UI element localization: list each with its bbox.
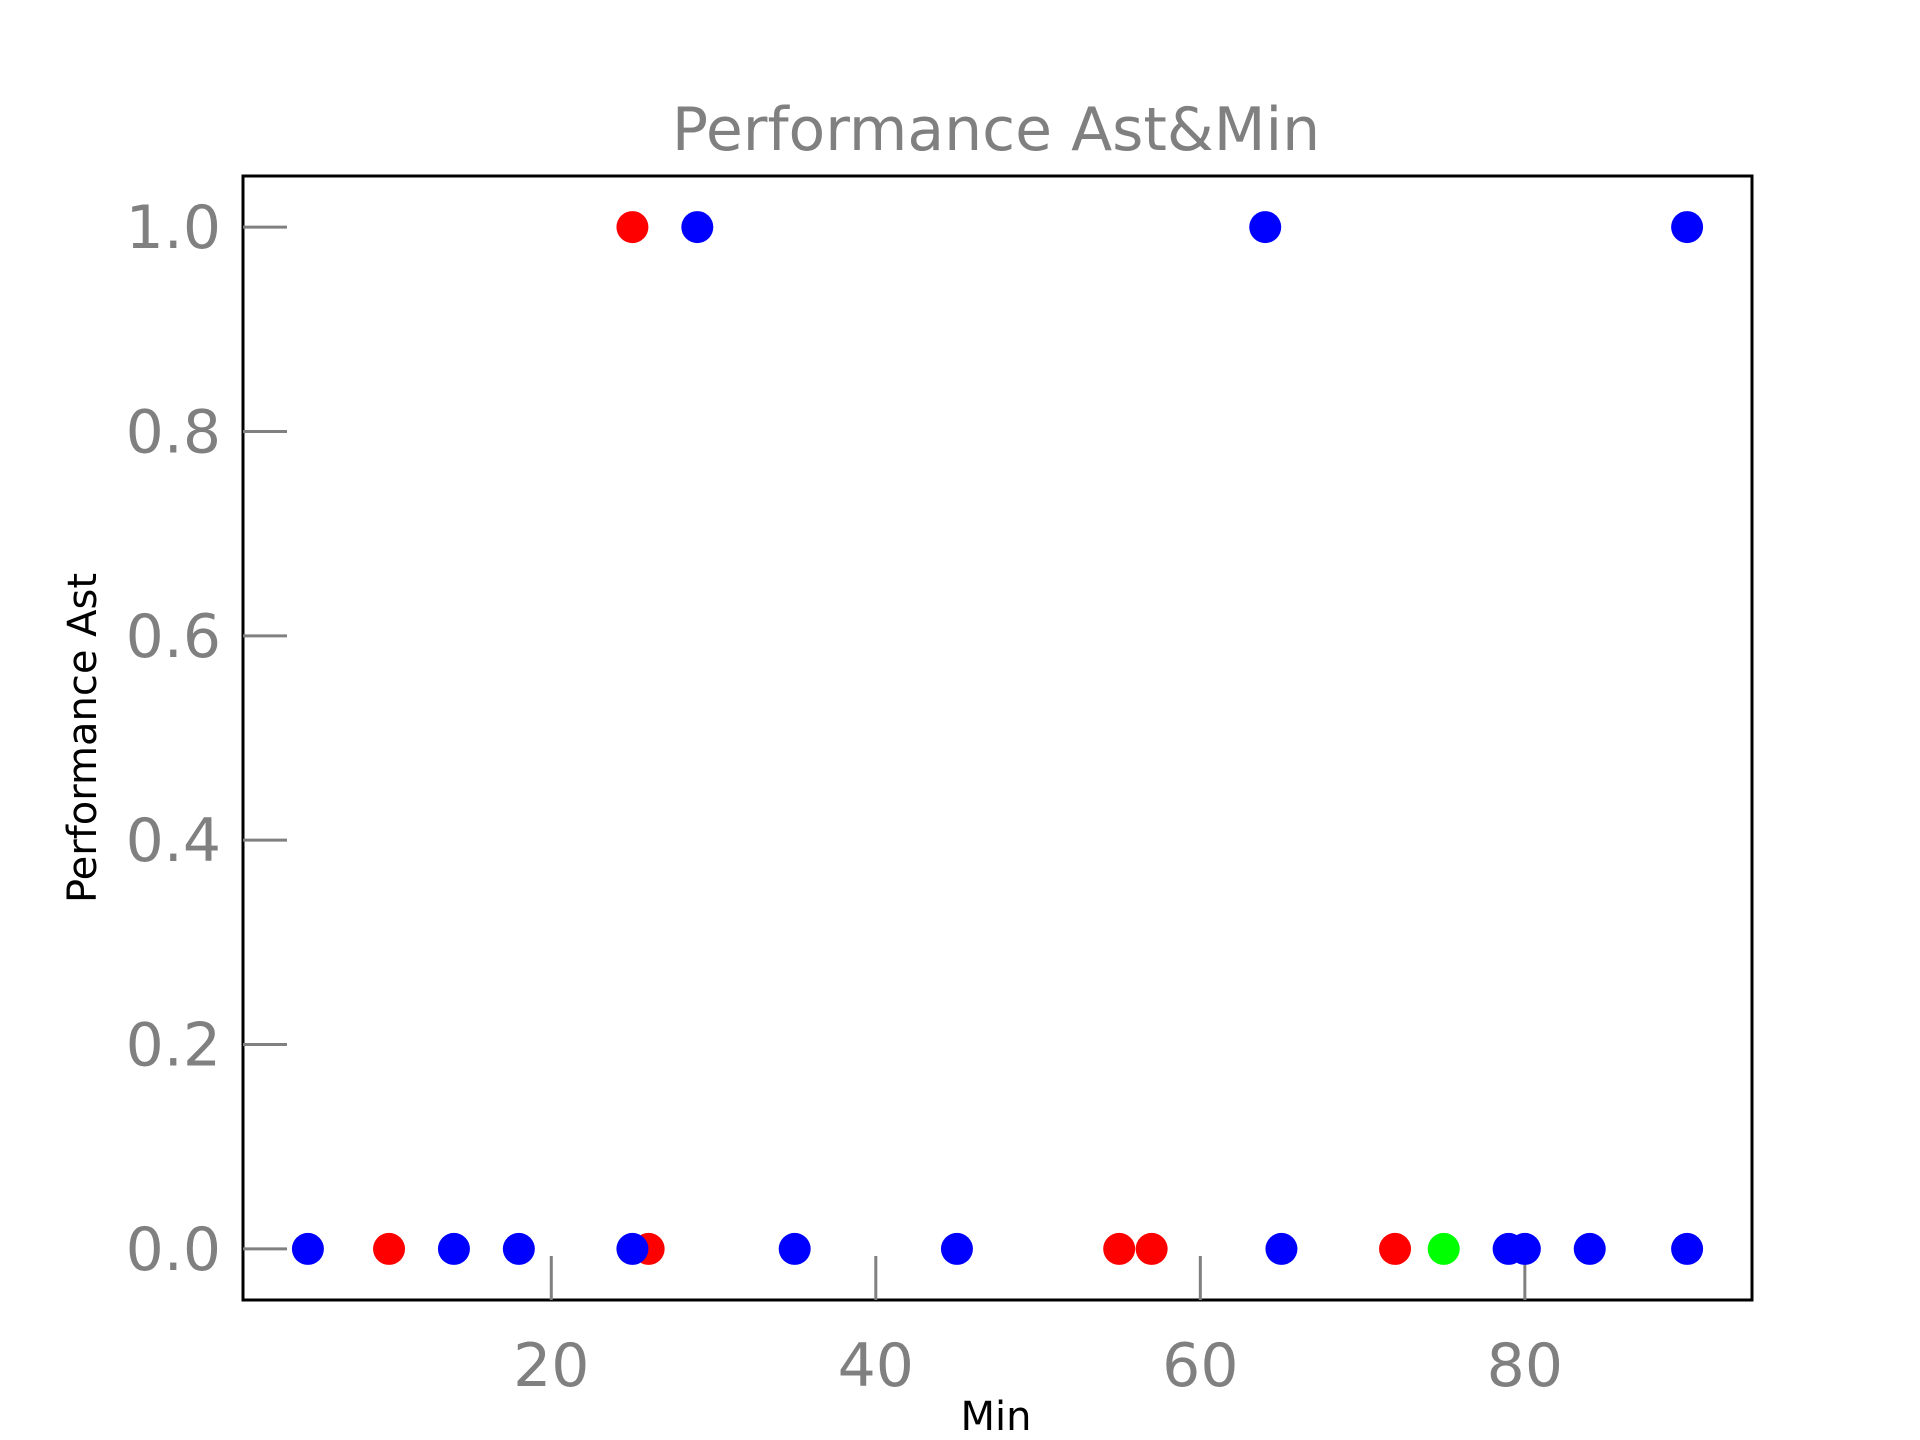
- x-tick-label: 80: [1487, 1331, 1563, 1401]
- data-point: [940, 1232, 973, 1265]
- x-axis-label: Min: [961, 1394, 1032, 1440]
- data-point: [373, 1232, 406, 1265]
- data-point: [616, 1232, 649, 1265]
- data-points: [291, 211, 1704, 1265]
- plot-frame: [241, 174, 1754, 1302]
- y-tick-label: 0.4: [126, 806, 221, 876]
- y-tick-label: 0.8: [126, 397, 221, 467]
- y-axis-label: Performance Ast: [60, 573, 106, 903]
- data-point: [291, 1232, 324, 1265]
- data-point: [502, 1232, 535, 1265]
- data-point: [778, 1232, 811, 1265]
- data-point: [1573, 1232, 1606, 1265]
- axis-ticks: 0.0 0.2 0.4 0.6 0.8 1.0 20 40 60 80: [126, 193, 1563, 1401]
- x-tick-label: 60: [1162, 1331, 1238, 1401]
- x-tick-label: 40: [838, 1331, 914, 1401]
- y-tick-label: 0.0: [126, 1215, 221, 1285]
- data-point: [1135, 1232, 1168, 1265]
- data-point: [1671, 211, 1704, 244]
- data-point: [1379, 1232, 1412, 1265]
- data-point: [1508, 1232, 1541, 1265]
- y-tick-label: 0.2: [126, 1011, 221, 1081]
- y-tick-label: 1.0: [126, 193, 221, 263]
- data-point: [1427, 1232, 1460, 1265]
- x-tick-label: 20: [513, 1331, 589, 1401]
- data-point: [437, 1232, 470, 1265]
- data-point: [1249, 211, 1282, 244]
- y-tick-label: 0.6: [126, 602, 221, 672]
- data-point: [1671, 1232, 1704, 1265]
- data-point: [1265, 1232, 1298, 1265]
- chart-title: Performance Ast&Min: [672, 95, 1320, 165]
- data-point: [1103, 1232, 1136, 1265]
- data-point: [681, 211, 714, 244]
- data-point: [616, 211, 649, 244]
